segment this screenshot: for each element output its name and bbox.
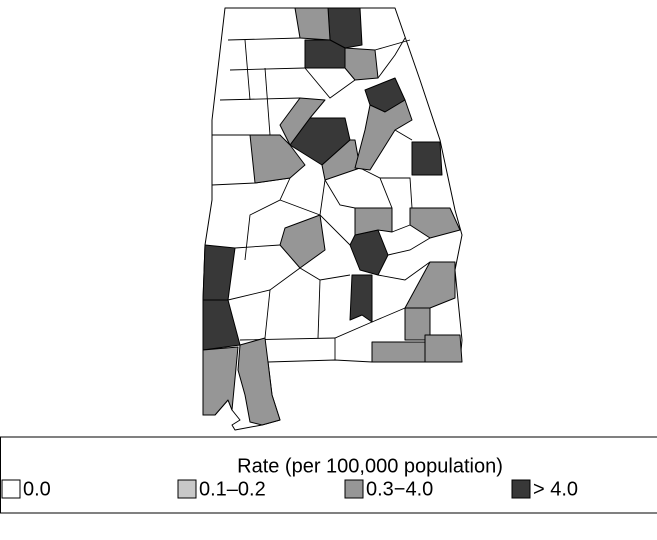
legend-swatch <box>177 479 197 499</box>
legend: Rate (per 100,000 population) 0.0 0.1–0.2… <box>0 436 657 514</box>
legend-swatch <box>1 479 21 499</box>
county <box>294 7 331 41</box>
legend-swatch <box>511 479 531 499</box>
county <box>371 341 426 363</box>
legend-title: Rate (per 100,000 population) <box>237 455 503 477</box>
county <box>279 97 326 146</box>
county-borders <box>211 37 431 360</box>
county <box>354 207 393 236</box>
county <box>354 99 413 171</box>
county <box>279 214 326 269</box>
counties <box>202 7 463 426</box>
county <box>404 261 456 309</box>
legend-label: 0.0 <box>23 478 51 500</box>
legend-swatch <box>344 479 364 499</box>
county <box>411 141 443 176</box>
county <box>237 337 281 426</box>
legend-label: 0.1–0.2 <box>199 478 266 500</box>
legend-label: 0.3−4.0 <box>366 478 433 500</box>
county <box>321 139 361 181</box>
state-map <box>202 7 463 431</box>
county <box>349 274 373 323</box>
county <box>249 134 306 184</box>
county <box>202 346 239 416</box>
county <box>344 47 379 81</box>
county <box>409 207 461 239</box>
legend-label: > 4.0 <box>533 478 578 500</box>
county <box>424 334 463 363</box>
